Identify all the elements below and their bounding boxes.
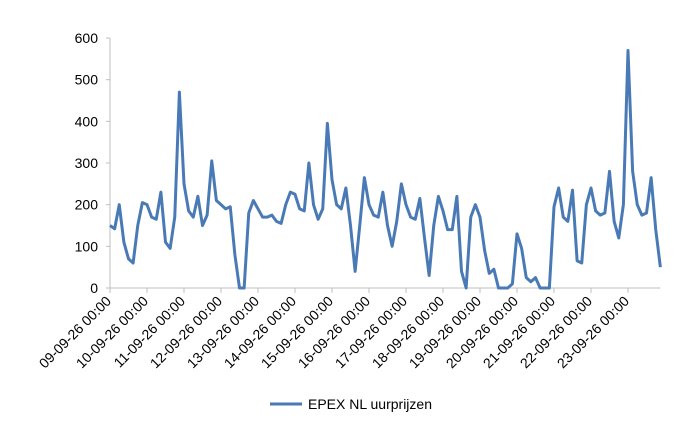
y-tick-label: 200 (75, 197, 99, 213)
y-tick-label: 500 (75, 72, 99, 88)
series-line (109, 49, 662, 290)
y-tick-label: 400 (75, 113, 99, 129)
y-tick-label: 600 (75, 30, 99, 46)
y-tick-label: 100 (75, 238, 99, 254)
legend-label: EPEX NL uurprijzen (308, 396, 432, 412)
y-tick-label: 300 (75, 155, 99, 171)
y-tick-label: 0 (90, 280, 98, 296)
